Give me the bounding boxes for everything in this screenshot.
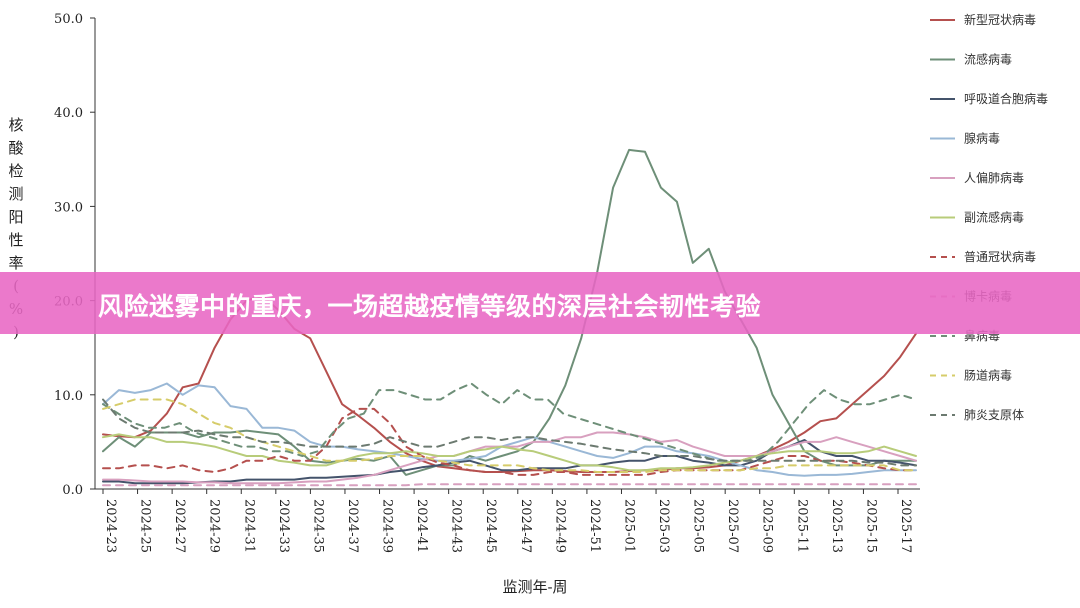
legend-label: 普通冠状病毒 <box>964 249 1036 264</box>
y-axis: 0.010.020.030.040.050.0 <box>54 12 96 498</box>
legend-item: 新型冠状病毒 <box>930 12 1036 27</box>
legend-label: 流感病毒 <box>964 52 1012 67</box>
legend-label: 人偏肺病毒 <box>964 170 1024 185</box>
x-tick-label: 2024-37 <box>345 499 360 553</box>
x-tick-label: 2025-01 <box>621 499 636 553</box>
legend-label: 肠道病毒 <box>964 368 1012 383</box>
x-tick-label: 2025-15 <box>863 499 878 553</box>
legend-item: 流感病毒 <box>930 52 1012 67</box>
legend-item: 副流感病毒 <box>930 210 1024 225</box>
x-tick-label: 2024-41 <box>414 499 429 553</box>
x-tick-label: 2025-05 <box>691 499 706 553</box>
x-tick-label: 2024-43 <box>449 499 464 553</box>
x-axis: 2024-23 2024-25 2024-27 2024-29 2024-31 2024-… <box>95 488 920 553</box>
x-tick-label: 2024-49 <box>552 499 567 553</box>
legend: 新型冠状病毒流感病毒呼吸道合胞病毒腺病毒人偏肺病毒副流感病毒普通冠状病毒博卡病毒… <box>930 12 1048 422</box>
series-line-10 <box>102 398 917 473</box>
series-line-6 <box>102 433 917 472</box>
x-tick-label: 2025-07 <box>725 499 740 553</box>
legend-label: 新型冠状病毒 <box>964 12 1036 27</box>
legend-item: 肺炎支原体 <box>930 408 1024 422</box>
x-axis-title: 监测年-周 <box>502 578 567 596</box>
series-line-7 <box>102 407 917 476</box>
series-line-11 <box>102 398 917 467</box>
x-tick-label: 2024-25 <box>138 499 153 553</box>
x-tick-label: 2025-13 <box>829 499 844 553</box>
headline-text: 风险迷雾中的重庆，一场超越疫情等级的深层社会韧性考验 <box>98 292 762 321</box>
x-tick-label: 2025-03 <box>656 499 671 553</box>
y-tick-label: 0.0 <box>62 483 83 498</box>
series-line-4 <box>102 382 917 477</box>
x-tick-label: 2024-51 <box>587 499 602 553</box>
x-tick-label: 2024-31 <box>241 499 256 553</box>
legend-label: 腺病毒 <box>964 131 1000 146</box>
legend-item: 人偏肺病毒 <box>930 170 1024 185</box>
x-tick-label: 2024-47 <box>518 499 533 553</box>
legend-item: 普通冠状病毒 <box>930 249 1036 264</box>
legend-item: 腺病毒 <box>930 131 1000 146</box>
series-line-5 <box>102 431 917 485</box>
legend-label: 副流感病毒 <box>964 210 1024 225</box>
x-tick-label: 2024-33 <box>276 499 291 553</box>
y-tick-label: 30.0 <box>54 200 83 215</box>
legend-item: 肠道病毒 <box>930 368 1012 383</box>
x-tick-label: 2024-23 <box>103 499 118 553</box>
x-tick-label: 2024-29 <box>207 499 222 553</box>
x-tick-label: 2025-11 <box>794 499 809 553</box>
headline-banner: 风险迷雾中的重庆，一场超越疫情等级的深层社会韧性考验 <box>0 272 1080 334</box>
series-line-9 <box>102 382 917 462</box>
x-tick-label: 2025-17 <box>898 499 913 553</box>
series-layer <box>102 148 917 487</box>
y-tick-label: 50.0 <box>54 12 83 27</box>
series-line-8 <box>102 483 917 487</box>
legend-item: 呼吸道合胞病毒 <box>930 91 1048 106</box>
x-tick-label: 2024-35 <box>310 499 325 553</box>
x-tick-label: 2024-45 <box>483 499 498 553</box>
legend-label: 呼吸道合胞病毒 <box>964 91 1048 106</box>
legend-label: 肺炎支原体 <box>964 408 1024 422</box>
y-tick-label: 10.0 <box>54 389 83 404</box>
x-tick-label: 2024-27 <box>172 499 187 553</box>
y-tick-label: 40.0 <box>54 106 83 121</box>
x-tick-label: 2025-09 <box>760 499 775 553</box>
x-tick-label: 2024-39 <box>380 499 395 553</box>
